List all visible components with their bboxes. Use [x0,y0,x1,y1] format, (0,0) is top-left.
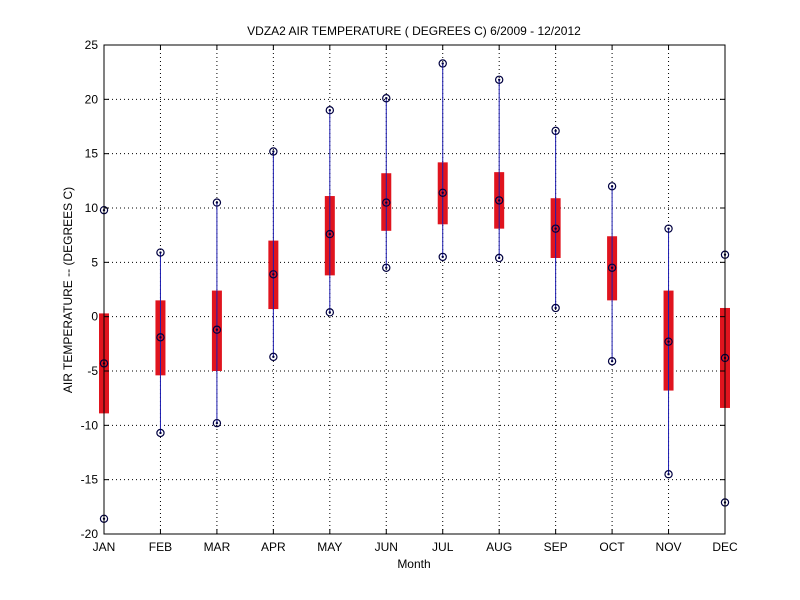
median-marker [325,229,335,239]
min-marker-dot [328,311,332,314]
y-tick-label: 25 [85,38,99,52]
box-group [268,147,279,362]
median-marker [212,325,222,334]
max-marker-dot [328,109,332,112]
max-marker-dot [610,185,614,188]
max-marker [438,59,447,68]
max-marker [269,147,278,156]
x-tick-label: JAN [93,540,116,554]
min-marker [156,428,165,438]
x-tick-label: MAY [317,540,342,554]
min-marker-dot [554,306,557,310]
box-group [663,224,674,479]
min-marker-dot [215,421,219,425]
min-marker [607,357,617,366]
min-marker [438,252,447,262]
min-marker [494,253,504,263]
median-marker-dot [385,201,388,204]
max-marker [382,94,391,103]
x-tick-label: APR [261,540,286,554]
min-marker-dot [159,431,162,435]
plot-frame [103,44,726,535]
median-marker-dot [667,340,670,343]
chart-title: VDZA2 AIR TEMPERATURE ( DEGREES C) 6/200… [247,24,581,38]
y-tick-label: 20 [85,92,99,106]
max-marker-dot [272,150,275,153]
min-marker [212,418,222,428]
x-tick-label: NOV [656,540,682,554]
box-group [437,59,448,262]
max-marker-dot [385,97,388,100]
min-marker-dot [610,360,614,363]
box-group [155,248,166,438]
max-marker-dot [441,62,444,65]
median-marker [438,188,447,197]
median-marker [269,270,278,279]
median-marker [494,196,504,205]
max-marker [212,198,222,207]
median-marker-dot [610,266,614,269]
y-tick-label: -20 [81,527,99,541]
max-marker-dot [497,78,501,81]
x-tick-label: JUN [375,540,398,554]
x-tick-label: AUG [486,540,512,554]
x-tick-label: MAR [204,540,231,554]
min-marker [382,263,391,272]
median-marker [551,224,560,233]
median-marker [607,263,617,272]
x-tick-label: JUL [432,540,454,554]
box-group [324,105,335,317]
min-marker-dot [667,473,670,476]
median-marker-dot [215,328,219,331]
y-tick-label: 5 [91,255,98,269]
x-tick-label: DEC [712,540,738,554]
max-marker-dot [667,227,670,230]
max-marker [325,105,335,115]
median-marker-dot [272,273,275,276]
y-tick-label: -10 [81,418,99,432]
box-group [381,94,392,272]
min-marker-dot [272,355,275,359]
median-marker-dot [441,191,444,194]
box-group [211,198,222,428]
median-marker [156,333,165,342]
y-tick-label: 0 [91,310,98,324]
box-group [494,75,505,263]
min-marker-dot [385,266,388,269]
median-marker-dot [328,232,332,236]
x-tick-label: FEB [149,540,172,554]
y-tick-label: 15 [85,147,99,161]
max-marker [494,75,504,84]
max-marker [156,248,165,257]
x-axis-label: Month [397,557,430,571]
median-marker-dot [554,227,557,230]
y-tick-label: -15 [81,473,99,487]
min-marker-dot [441,255,444,259]
y-tick-label: -5 [87,364,98,378]
median-marker [664,337,673,346]
max-marker-dot [554,129,557,133]
min-marker [325,308,335,317]
y-tick-label: 10 [85,201,99,215]
x-tick-label: SEP [544,540,568,554]
max-marker-dot [159,251,162,254]
median-marker-dot [159,336,162,339]
axes: -20 -15 -10 -5 0 5 10 15 20 25 JAN FEB MAR APR MAY JUN J… [81,38,738,554]
min-marker [664,470,673,479]
box-group [607,182,618,366]
max-marker [664,224,673,233]
min-marker [269,352,278,362]
max-marker [607,182,617,191]
max-marker-dot [215,201,219,204]
median-marker [382,198,391,207]
median-marker-dot [497,199,501,202]
max-marker [551,126,560,136]
box-group [550,126,561,313]
min-marker [551,303,560,313]
min-marker-dot [497,256,501,260]
x-tick-label: OCT [599,540,625,554]
y-axis-label: AIR TEMPERATURE -- (DEGREES C) [61,187,75,393]
